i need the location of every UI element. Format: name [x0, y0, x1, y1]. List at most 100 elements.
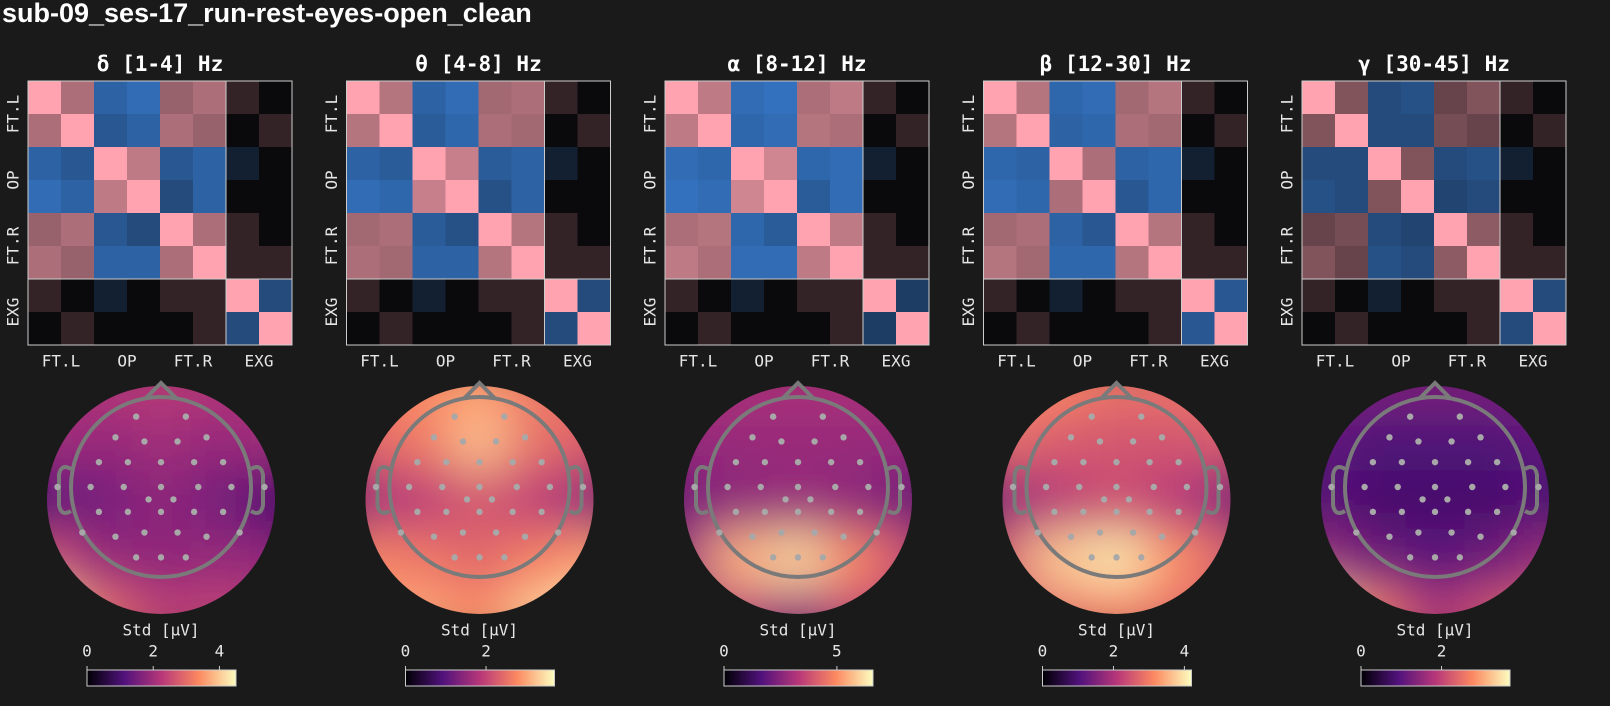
matrix-cell — [1368, 147, 1402, 181]
topo-cell — [509, 529, 570, 590]
nose — [1417, 380, 1453, 401]
matrix-cell — [1016, 246, 1050, 280]
topo-cell — [1523, 588, 1549, 614]
topo-cell — [1405, 470, 1466, 531]
nose — [462, 380, 497, 401]
electrode — [1493, 458, 1501, 466]
topo-cell — [1146, 588, 1207, 614]
electrode — [840, 533, 847, 540]
y-tick-label: FT.L — [1278, 95, 1297, 134]
topo-cell — [1002, 588, 1029, 614]
topo-cell — [365, 411, 392, 472]
matrix-cell — [1016, 81, 1050, 115]
matrix-cell — [1214, 279, 1248, 313]
head-outline — [69, 395, 253, 579]
x-tick-label: EXG — [1519, 352, 1548, 371]
matrix-cell — [1401, 246, 1435, 280]
electrode — [1051, 508, 1058, 516]
topo-cell — [1205, 470, 1231, 531]
electrode — [1386, 533, 1393, 540]
matrix-cell — [478, 312, 512, 346]
electrode — [778, 529, 785, 536]
matrix-cell — [445, 180, 479, 214]
matrix-cell — [797, 312, 831, 346]
matrix-cell — [1533, 213, 1567, 247]
electrode — [782, 496, 789, 503]
matrix-cell — [379, 147, 413, 181]
electrode — [811, 529, 818, 536]
electrode — [372, 483, 380, 491]
electrode — [459, 438, 467, 445]
matrix-cell — [1148, 180, 1182, 214]
matrix-cell — [731, 180, 765, 214]
matrix-cell — [983, 81, 1017, 115]
electrode — [1113, 483, 1120, 491]
matrix-cell — [1214, 213, 1248, 247]
colorbar-label: Std [μV] — [1078, 621, 1155, 640]
ear — [568, 465, 584, 515]
matrix-cell — [160, 180, 194, 214]
electrode — [1076, 483, 1083, 491]
electrode — [157, 483, 165, 491]
topo-cell — [886, 529, 912, 590]
matrix-cell — [1401, 147, 1435, 181]
matrix-cell — [1115, 81, 1149, 115]
head-outline — [1343, 395, 1527, 579]
matrix-cell — [61, 246, 95, 280]
matrix-cell — [983, 114, 1017, 148]
matrix-cell — [511, 81, 545, 115]
electrode — [1464, 458, 1472, 466]
electrode — [856, 458, 864, 466]
colorbar-tick-label: 2 — [148, 642, 158, 661]
electrode — [521, 533, 529, 540]
matrix-cell — [1467, 180, 1501, 214]
electrode — [1398, 508, 1406, 516]
electrode — [778, 438, 785, 445]
matrix-cell — [193, 213, 227, 247]
matrix-cell — [160, 147, 194, 181]
electrode — [1415, 438, 1422, 445]
electrode — [732, 508, 740, 516]
colorbar-tick-label: 2 — [1109, 642, 1119, 661]
colorbar-tick-label: 2 — [1437, 642, 1447, 661]
topo-cell — [1346, 470, 1407, 531]
matrix-cell — [1115, 114, 1149, 148]
y-tick-label: FT.R — [1278, 226, 1297, 265]
matrix-cell — [1401, 81, 1435, 115]
matrix-cell — [1016, 312, 1050, 346]
matrix-cell — [259, 312, 293, 346]
electrode — [1051, 458, 1058, 466]
ear — [694, 465, 710, 515]
matrix-cell — [379, 213, 413, 247]
electrode — [1493, 508, 1501, 516]
topo-cell — [1086, 470, 1148, 531]
matrix-frame — [983, 80, 1248, 346]
panel-title: γ [30-45] Hz — [1358, 52, 1510, 76]
electrode — [1431, 508, 1439, 516]
matrix-cell — [1401, 213, 1435, 247]
colorbar-label: Std [μV] — [441, 621, 518, 640]
matrix-cell — [379, 180, 413, 214]
matrix-cell — [863, 81, 897, 115]
matrix-cell — [1335, 147, 1369, 181]
electrode — [807, 496, 814, 503]
matrix-cell — [379, 312, 413, 346]
electrode — [509, 458, 516, 466]
matrix-cell — [1467, 312, 1501, 346]
matrix-cell — [1368, 180, 1402, 214]
matrix-cell — [1500, 246, 1534, 280]
matrix-cell — [1434, 180, 1468, 214]
matrix-cell — [731, 213, 765, 247]
matrix-cell — [445, 81, 479, 115]
y-tick-label: EXG — [1278, 298, 1297, 327]
matrix-cell — [1016, 180, 1050, 214]
electrode — [716, 529, 723, 536]
head-outline — [1024, 395, 1209, 579]
electrode — [819, 413, 827, 420]
topo-cell — [1464, 529, 1525, 590]
electrode — [1502, 483, 1509, 491]
matrix-cell — [1500, 213, 1534, 247]
matrix-cell — [1115, 147, 1149, 181]
electrode — [397, 529, 405, 536]
x-tick-label: OP — [436, 352, 455, 371]
